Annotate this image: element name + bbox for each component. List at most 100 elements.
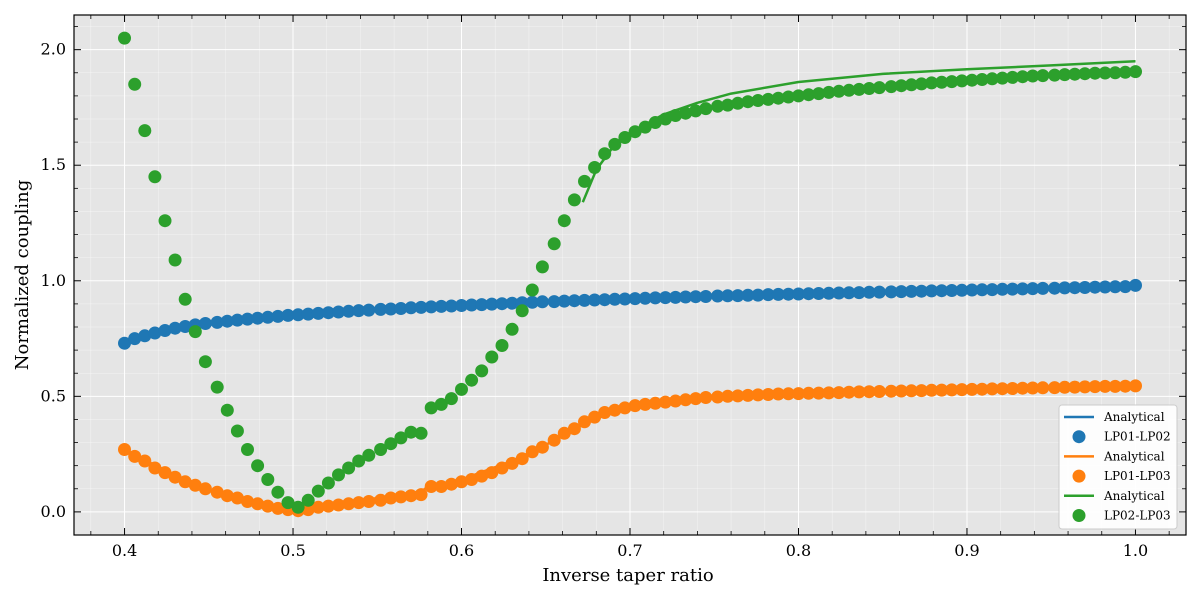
green-data-point xyxy=(1098,66,1112,80)
blue-data-point xyxy=(505,296,519,310)
green-data-point xyxy=(955,74,969,88)
orange-data-point xyxy=(679,393,693,407)
blue-data-point xyxy=(872,285,886,299)
green-data-point xyxy=(251,459,265,473)
y-tick-label: 2.0 xyxy=(41,40,66,59)
legend-label: Analytical xyxy=(1103,489,1165,503)
green-data-point xyxy=(495,339,509,352)
orange-data-point xyxy=(332,498,345,512)
orange-data-point xyxy=(792,387,805,401)
green-data-point xyxy=(178,292,192,306)
orange-data-point xyxy=(230,491,244,505)
green-data-point xyxy=(1108,66,1122,80)
blue-data-point xyxy=(802,287,816,301)
green-data-point xyxy=(261,473,275,486)
green-data-point xyxy=(332,468,345,482)
green-data-point xyxy=(679,106,693,120)
orange-data-point xyxy=(178,475,192,489)
blue-data-point xyxy=(679,290,693,304)
blue-data-point xyxy=(424,300,438,314)
orange-data-point xyxy=(444,477,458,491)
orange-data-point xyxy=(1026,381,1040,395)
blue-data-point xyxy=(455,299,468,312)
orange-data-point xyxy=(394,490,408,504)
orange-data-point xyxy=(904,384,918,398)
blue-data-point xyxy=(547,295,561,309)
x-tick-label: 0.6 xyxy=(449,541,474,560)
blue-data-point xyxy=(281,308,295,322)
green-data-point xyxy=(802,88,816,102)
green-data-point xyxy=(689,104,703,118)
orange-data-point xyxy=(872,385,886,398)
green-data-point xyxy=(658,112,672,126)
blue-data-point xyxy=(792,287,805,301)
green-data-point xyxy=(648,116,662,129)
blue-data-point xyxy=(311,306,325,320)
blue-data-point xyxy=(731,289,745,303)
orange-data-point xyxy=(434,480,448,493)
blue-data-point xyxy=(1006,282,1019,296)
orange-data-point xyxy=(618,401,632,415)
green-data-point xyxy=(822,85,836,99)
blue-data-point xyxy=(158,324,172,337)
blue-data-point xyxy=(118,336,131,350)
green-data-point xyxy=(904,78,918,92)
green-data-point xyxy=(1088,66,1102,80)
orange-data-point xyxy=(1016,381,1030,395)
blue-data-point xyxy=(862,285,876,299)
orange-data-point xyxy=(535,440,549,454)
blue-data-point xyxy=(1098,280,1112,294)
green-data-point xyxy=(281,496,295,510)
axis-ticks: 0.4 0.5 0.6 0.7 0.8 0.9 1.0 0.0 0.5 1.0 1.5 2.0 xyxy=(41,15,1186,560)
blue-data-point xyxy=(1129,278,1142,292)
green-data-point xyxy=(311,484,325,498)
orange-data-point xyxy=(1108,379,1122,393)
legend-label: Analytical xyxy=(1103,449,1165,463)
blue-data-point xyxy=(955,283,969,297)
orange-data-point xyxy=(975,382,989,396)
green-data-point xyxy=(975,73,989,86)
green-data-point xyxy=(915,77,928,91)
orange-data-point xyxy=(241,495,254,508)
orange-data-point xyxy=(751,388,765,402)
orange-data-point xyxy=(945,383,959,397)
blue-data-point xyxy=(404,301,418,315)
orange-data-point xyxy=(648,396,662,410)
green-data-point xyxy=(1026,69,1040,83)
blue-data-point xyxy=(138,329,152,343)
blue-data-point xyxy=(394,302,408,315)
green-data-point xyxy=(699,102,713,116)
orange-data-point xyxy=(965,382,979,396)
orange-data-point xyxy=(188,478,202,492)
green-data-point xyxy=(1006,70,1019,84)
green-data-point xyxy=(1036,69,1050,83)
orange-data-point xyxy=(495,461,509,475)
blue-data-point xyxy=(975,283,989,297)
orange-data-point xyxy=(148,461,162,475)
blue-data-point xyxy=(1118,280,1132,294)
blue-data-point xyxy=(915,284,928,298)
blue-data-point xyxy=(711,289,725,303)
green-data-point xyxy=(598,147,612,161)
green-data-point xyxy=(842,83,856,97)
green-data-point xyxy=(578,174,591,188)
orange-data-point xyxy=(995,382,1009,396)
green-data-point xyxy=(404,425,418,439)
x-tick-label: 0.8 xyxy=(786,541,811,560)
blue-data-point xyxy=(495,297,509,311)
orange-data-point xyxy=(210,485,224,499)
blue-data-point xyxy=(781,287,795,301)
orange-data-point xyxy=(832,386,846,400)
green-data-point xyxy=(475,364,489,378)
green-data-point xyxy=(1058,68,1072,82)
y-tick-label: 0.5 xyxy=(41,386,66,405)
green-data-point xyxy=(1016,70,1030,84)
green-data-point xyxy=(862,82,876,95)
orange-data-point xyxy=(721,389,735,403)
orange-data-point xyxy=(638,397,652,411)
blue-data-point xyxy=(1088,280,1102,294)
blue-data-point xyxy=(935,284,949,298)
blue-data-point xyxy=(658,291,672,305)
blue-data-point xyxy=(751,288,765,302)
orange-data-point xyxy=(404,489,418,503)
